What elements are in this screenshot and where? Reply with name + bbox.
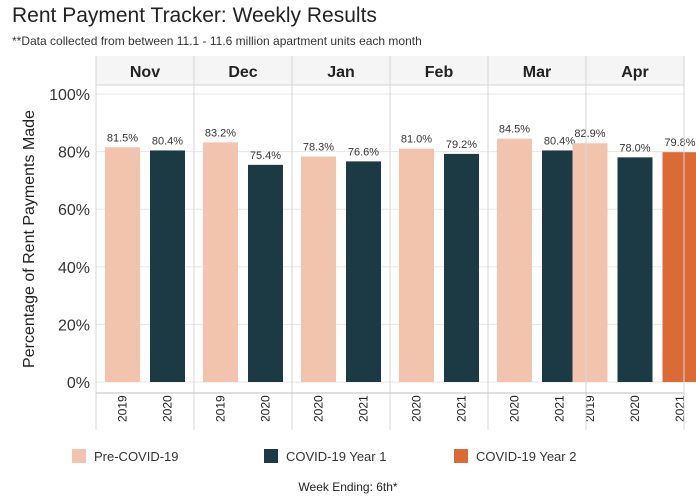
bar-chart: 0% 20% 40% 60% 80% 100% Percentage of Rent Pay… xyxy=(21,56,696,430)
legend-swatch-pre-covid xyxy=(72,449,86,463)
bar-nov-2020 xyxy=(150,150,185,382)
data-label: 80.4% xyxy=(152,135,183,147)
x-axis-title: Week Ending: 6th* xyxy=(298,480,398,494)
x-tick-label-year: 2020 xyxy=(161,395,175,422)
bar-apr-2019 xyxy=(572,143,608,382)
x-tick-label-year: 2019 xyxy=(583,395,597,422)
panel-header-mar: Mar xyxy=(523,64,551,81)
legend-swatch-covid-year-2 xyxy=(454,449,468,463)
bar-feb-2021 xyxy=(444,153,479,382)
data-label: 79.8% xyxy=(664,137,695,149)
bar-apr-2020 xyxy=(617,157,653,382)
data-label: 75.4% xyxy=(250,150,281,162)
panel-header-apr: Apr xyxy=(621,64,649,81)
x-tick-label-year: 2021 xyxy=(455,395,469,422)
legend-label-covid-year-1: COVID-19 Year 1 xyxy=(286,448,387,464)
x-tick-label-year: 2019 xyxy=(214,395,228,422)
bar-apr-2021 xyxy=(662,152,696,382)
data-label: 78.0% xyxy=(619,142,650,154)
panel-header-jan: Jan xyxy=(327,64,355,81)
data-label: 79.2% xyxy=(446,139,477,151)
bar-jan-2021 xyxy=(346,161,381,382)
y-axis-title: Percentage of Rent Payments Made xyxy=(21,110,38,368)
y-tick-label: 40% xyxy=(58,260,90,277)
data-label: 81.5% xyxy=(107,132,138,144)
panel-header-nov: Nov xyxy=(130,64,160,81)
x-tick-label-year: 2021 xyxy=(673,395,687,422)
x-tick-label-year: 2021 xyxy=(357,395,371,422)
legend-item-covid-year-2: COVID-19 Year 2 xyxy=(454,446,576,466)
x-tick-label-year: 2020 xyxy=(259,395,273,422)
chart-title: Rent Payment Tracker: Weekly Results xyxy=(12,4,377,27)
y-tick-label: 60% xyxy=(58,202,90,219)
chart-subtitle: **Data collected from between 11.1 - 11.… xyxy=(12,34,422,48)
legend-label-pre-covid: Pre-COVID-19 xyxy=(94,448,179,464)
x-tick-label-year: 2020 xyxy=(508,395,522,422)
y-tick-label: 100% xyxy=(49,87,90,104)
data-label: 82.9% xyxy=(574,128,605,140)
x-tick-label-year: 2020 xyxy=(628,395,642,422)
y-tick-label: 80% xyxy=(58,145,90,162)
bar-mar-2021 xyxy=(542,150,577,382)
legend-swatch-covid-year-1 xyxy=(264,449,278,463)
y-tick-label: 0% xyxy=(67,375,90,392)
bar-dec-2019 xyxy=(203,142,238,382)
panel-header-dec: Dec xyxy=(228,64,257,81)
bar-feb-2020 xyxy=(399,148,434,382)
data-label: 80.4% xyxy=(544,135,575,147)
y-tick-label: 20% xyxy=(58,317,90,334)
legend-item-covid-year-1: COVID-19 Year 1 xyxy=(264,446,386,466)
bar-dec-2020 xyxy=(248,164,283,382)
panel-header-feb: Feb xyxy=(425,64,454,81)
data-label: 81.0% xyxy=(401,134,432,146)
data-label: 78.3% xyxy=(303,141,334,153)
data-label: 76.6% xyxy=(348,146,379,158)
legend-item-pre-covid: Pre-COVID-19 xyxy=(72,446,179,466)
data-label: 83.2% xyxy=(205,127,236,139)
x-tick-label-year: 2020 xyxy=(410,395,424,422)
bar-jan-2020 xyxy=(301,156,336,382)
legend-label-covid-year-2: COVID-19 Year 2 xyxy=(476,448,577,464)
data-label: 84.5% xyxy=(499,124,530,136)
x-tick-label-year: 2020 xyxy=(312,395,326,422)
bar-nov-2019 xyxy=(105,147,140,382)
x-tick-label-year: 2021 xyxy=(553,395,567,422)
bar-mar-2020 xyxy=(497,138,532,382)
x-tick-label-year: 2019 xyxy=(116,395,130,422)
